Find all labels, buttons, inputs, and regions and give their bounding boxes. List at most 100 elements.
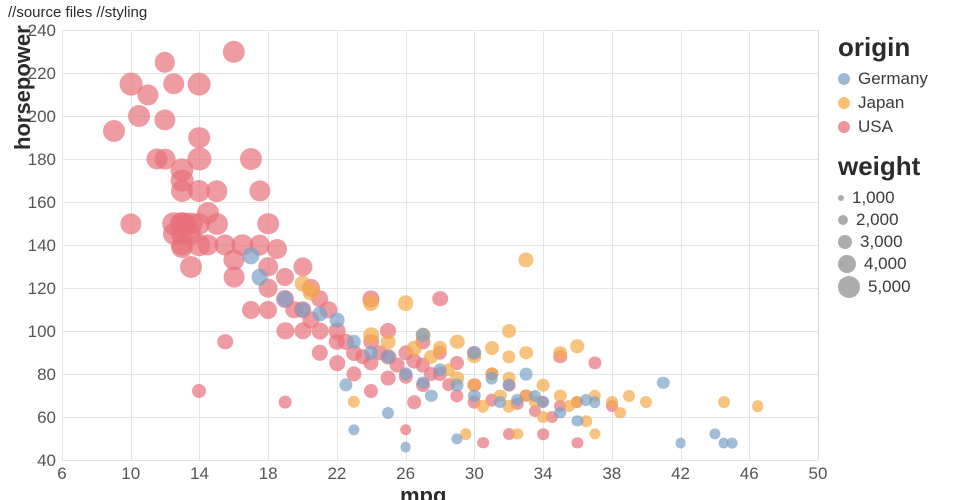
data-point-japan-2[interactable] [363,328,379,344]
data-point-germany-1[interactable] [251,269,268,286]
data-point-usa-114[interactable] [400,424,412,436]
data-point-usa-47[interactable] [259,301,277,319]
data-point-usa-103[interactable] [537,428,549,440]
data-point-usa-76[interactable] [381,371,396,386]
data-point-germany-37[interactable] [727,437,738,448]
data-point-germany-5[interactable] [330,313,345,328]
data-point-germany-2[interactable] [277,291,293,307]
data-point-germany-19[interactable] [452,433,463,444]
data-point-japan-35[interactable] [589,429,600,440]
data-point-japan-40[interactable] [519,346,533,360]
data-point-usa-41[interactable] [242,301,260,319]
data-point-usa-112[interactable] [279,396,292,409]
data-point-germany-26[interactable] [520,368,533,381]
data-point-japan-20[interactable] [502,324,516,338]
data-point-usa-9[interactable] [163,73,185,95]
data-point-japan-16[interactable] [477,400,489,412]
data-point-japan-41[interactable] [640,396,652,408]
data-point-usa-113[interactable] [217,334,233,350]
data-point-usa-48[interactable] [267,239,287,259]
data-point-germany-32[interactable] [589,396,601,408]
legend-item-origin-japan[interactable]: Japan [838,93,958,113]
data-point-germany-14[interactable] [416,328,430,342]
data-point-usa-38[interactable] [223,267,244,288]
data-point-germany-18[interactable] [451,378,464,391]
data-point-usa-40[interactable] [240,148,262,170]
data-point-japan-42[interactable] [718,396,730,408]
legend-weight-item-5000[interactable]: 5,000 [838,276,958,298]
data-point-usa-44[interactable] [257,213,279,235]
data-point-japan-44[interactable] [571,339,585,353]
data-point-japan-38[interactable] [623,390,635,402]
data-point-usa-24[interactable] [188,72,211,95]
data-point-germany-23[interactable] [494,396,506,408]
data-point-japan-39[interactable] [502,350,515,363]
data-point-germany-34[interactable] [675,437,686,448]
data-point-usa-4[interactable] [137,84,158,105]
data-point-usa-36[interactable] [223,40,245,62]
legend-item-origin-germany[interactable]: Germany [838,69,958,89]
data-point-germany-15[interactable] [416,376,429,389]
data-point-usa-33[interactable] [206,180,228,202]
data-point-usa-81[interactable] [407,395,421,409]
data-point-japan-11[interactable] [450,335,464,349]
data-point-usa-59[interactable] [311,323,328,340]
data-point-usa-108[interactable] [572,437,583,448]
data-point-germany-22[interactable] [485,372,498,385]
data-point-japan-43[interactable] [752,400,764,412]
data-point-germany-9[interactable] [364,346,378,360]
legend-weight-item-2000[interactable]: 2,000 [838,210,958,230]
data-point-japan-28[interactable] [537,411,549,423]
data-point-germany-16[interactable] [425,389,437,401]
data-point-germany-11[interactable] [382,407,394,419]
data-point-usa-7[interactable] [154,110,175,131]
data-point-usa-109[interactable] [588,357,601,370]
data-point-usa-0[interactable] [103,120,125,142]
data-point-germany-8[interactable] [348,424,359,435]
data-point-japan-4[interactable] [381,334,396,349]
data-point-usa-72[interactable] [364,384,378,398]
data-point-germany-25[interactable] [511,394,523,406]
data-point-japan-3[interactable] [363,295,379,311]
data-point-japan-27[interactable] [537,378,550,391]
data-point-japan-29[interactable] [553,346,567,360]
data-point-japan-36[interactable] [606,396,618,408]
data-point-germany-29[interactable] [554,407,566,419]
data-point-germany-20[interactable] [468,346,482,360]
data-point-japan-9[interactable] [433,341,447,355]
data-point-usa-2[interactable] [120,213,141,234]
data-point-usa-3[interactable] [128,105,150,127]
data-point-usa-53[interactable] [293,257,312,276]
data-point-germany-33[interactable] [657,376,669,388]
data-point-usa-34[interactable] [206,213,228,235]
data-point-japan-6[interactable] [407,341,421,355]
data-point-japan-37[interactable] [615,407,627,419]
legend-weight-item-4000[interactable]: 4,000 [838,254,958,274]
data-point-japan-5[interactable] [398,295,414,311]
data-point-germany-3[interactable] [295,302,311,318]
data-point-usa-25[interactable] [189,127,211,149]
data-point-germany-6[interactable] [339,378,352,391]
legend-item-origin-usa[interactable]: USA [838,117,958,137]
data-point-usa-26[interactable] [188,147,211,170]
data-point-germany-4[interactable] [312,306,327,321]
data-point-japan-1[interactable] [303,284,320,301]
data-point-usa-111[interactable] [477,437,489,449]
data-point-japan-23[interactable] [512,429,523,440]
data-point-germany-0[interactable] [242,247,259,264]
data-point-usa-60[interactable] [312,344,328,360]
data-point-germany-28[interactable] [537,396,549,408]
data-point-usa-30[interactable] [192,384,206,398]
data-point-germany-12[interactable] [400,442,411,453]
data-point-japan-30[interactable] [554,389,566,401]
data-point-usa-6[interactable] [155,52,175,72]
data-point-usa-64[interactable] [329,355,345,371]
legend-weight-item-3000[interactable]: 3,000 [838,232,958,252]
data-point-usa-49[interactable] [276,268,294,286]
data-point-japan-17[interactable] [485,341,499,355]
data-point-japan-45[interactable] [348,396,360,408]
data-point-japan-24[interactable] [518,252,533,267]
legend-weight-item-1000[interactable]: 1,000 [838,188,958,208]
data-point-usa-23[interactable] [180,256,202,278]
data-point-usa-51[interactable] [277,322,294,339]
